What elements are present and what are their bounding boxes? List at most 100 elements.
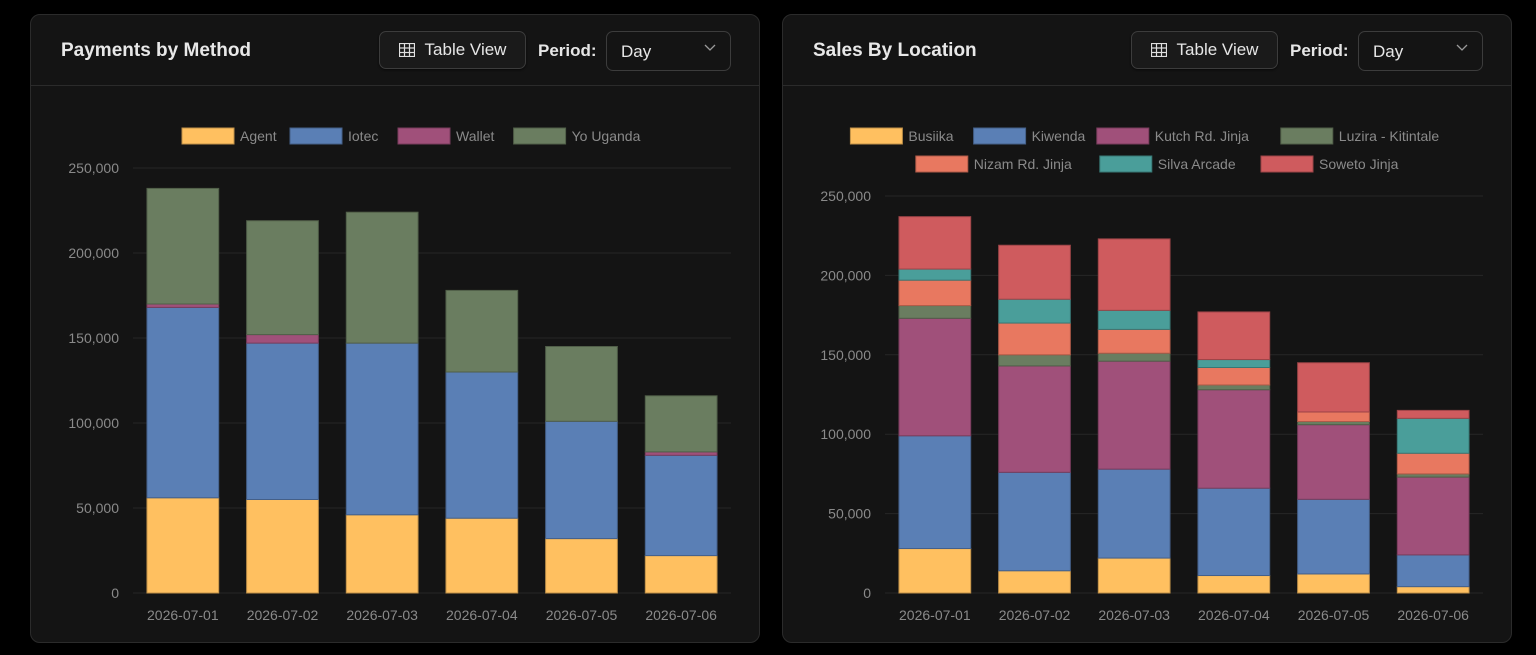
bar-segment[interactable] <box>445 289 519 373</box>
bar-segment[interactable] <box>1297 362 1370 413</box>
bar-segment[interactable] <box>1097 557 1171 594</box>
bar-segment[interactable] <box>1097 352 1171 362</box>
bar-segment[interactable] <box>1197 389 1271 489</box>
bar-segment[interactable] <box>246 342 319 500</box>
bar-segment[interactable] <box>246 334 319 344</box>
bar-segment[interactable] <box>1097 238 1171 311</box>
y-tick-label: 100,000 <box>820 426 871 442</box>
legend-swatch <box>397 127 451 145</box>
x-tick-label: 2026-07-02 <box>247 607 319 623</box>
bar-segment[interactable] <box>1197 384 1271 391</box>
bar-segment[interactable] <box>345 211 419 344</box>
table-view-button[interactable]: Table View <box>1131 31 1278 69</box>
payments-by-method-card: Payments by Method Table View Period: Da… <box>30 14 760 643</box>
bar-segment[interactable] <box>1097 468 1171 559</box>
bar-segment[interactable] <box>1097 309 1171 330</box>
legend-item[interactable]: Busiika <box>849 127 954 145</box>
bar-segment[interactable] <box>1396 409 1470 419</box>
x-tick-label: 2026-07-03 <box>346 607 418 623</box>
bar-segment[interactable] <box>898 305 972 319</box>
payments-by-method-chart: 0 50,000 100,000 150,000 200,000 250,000 2026-… <box>68 127 731 623</box>
bar-segment[interactable] <box>998 244 1071 300</box>
bar-segment[interactable] <box>545 346 618 422</box>
bar-segment[interactable] <box>1297 573 1370 594</box>
legend-item[interactable]: Kiwenda <box>973 127 1086 145</box>
table-view-label: Table View <box>1176 40 1259 59</box>
legend-item[interactable]: Kutch Rd. Jinja <box>1096 127 1249 145</box>
bar-segment[interactable] <box>246 499 319 594</box>
bar-segment[interactable] <box>644 451 718 456</box>
legend-swatch <box>1096 127 1150 145</box>
legend-item[interactable]: Silva Arcade <box>1099 155 1236 173</box>
bar-segment[interactable] <box>146 497 220 594</box>
legend-item[interactable]: Luzira - Kitintale <box>1280 127 1440 145</box>
bar-segment[interactable] <box>445 517 519 594</box>
bar-segment[interactable] <box>998 570 1071 594</box>
chevron-down-icon <box>1456 44 1468 51</box>
bar-segment[interactable] <box>1197 487 1271 577</box>
bar-segment[interactable] <box>644 395 718 453</box>
legend-label: Luzira - Kitintale <box>1339 128 1440 144</box>
bar-segment[interactable] <box>246 220 319 336</box>
bar-segment[interactable] <box>1097 328 1171 354</box>
legend-item[interactable]: Iotec <box>289 127 378 145</box>
legend-item[interactable]: Nizam Rd. Jinja <box>915 155 1072 173</box>
y-tick-label: 150,000 <box>820 347 871 363</box>
bar-segment[interactable] <box>898 435 972 550</box>
bar-segment[interactable] <box>1097 360 1171 470</box>
card-title: Payments by Method <box>61 40 252 61</box>
bar-segment[interactable] <box>345 342 419 516</box>
bar-segment[interactable] <box>998 365 1071 473</box>
y-tick-label: 200,000 <box>68 245 119 261</box>
bar-segment[interactable] <box>1197 367 1271 386</box>
bar-segment[interactable] <box>146 187 220 305</box>
legend-swatch <box>849 127 903 145</box>
bar-segment[interactable] <box>1297 411 1370 422</box>
bar-segment[interactable] <box>1197 575 1271 594</box>
legend-item[interactable]: Yo Uganda <box>513 127 641 145</box>
bar-segment[interactable] <box>1197 311 1271 361</box>
x-tick-label: 2026-07-04 <box>1198 607 1270 623</box>
bar-segment[interactable] <box>644 555 718 594</box>
sales-by-location-card: Sales By Location Table View Period: Day… <box>782 14 1512 643</box>
bar-segment[interactable] <box>998 298 1071 324</box>
bar-segment[interactable] <box>146 303 220 308</box>
bar-segment[interactable] <box>998 354 1071 367</box>
bar-segment[interactable] <box>644 454 718 557</box>
table-view-button[interactable]: Table View <box>379 31 526 69</box>
legend-item[interactable]: Wallet <box>397 127 494 145</box>
period-label: Period: <box>1290 41 1349 60</box>
y-tick-label: 50,000 <box>76 500 119 516</box>
bar-segment[interactable] <box>545 420 618 540</box>
bar-segment[interactable] <box>1396 554 1470 588</box>
legend-swatch <box>973 127 1027 145</box>
bar-segment[interactable] <box>998 322 1071 356</box>
x-tick-label: 2026-07-06 <box>1397 607 1469 623</box>
legend-item[interactable]: Soweto Jinja <box>1260 155 1399 173</box>
y-tick-label: 0 <box>863 585 871 601</box>
bar-segment[interactable] <box>345 514 419 594</box>
bar-segment[interactable] <box>898 216 972 270</box>
bar-segment[interactable] <box>998 471 1071 572</box>
bar-segment[interactable] <box>1197 359 1271 369</box>
period-select[interactable]: Day <box>1358 31 1483 71</box>
bar-segment[interactable] <box>898 548 972 594</box>
bar-segment[interactable] <box>146 306 220 499</box>
bar-segment[interactable] <box>898 317 972 437</box>
bar-segment[interactable] <box>898 279 972 307</box>
bar-segment[interactable] <box>1396 586 1470 594</box>
legend-item[interactable]: Agent <box>181 127 277 145</box>
bar-segment[interactable] <box>1396 417 1470 454</box>
bar-segment[interactable] <box>1396 452 1470 475</box>
bar-segment[interactable] <box>445 371 519 519</box>
y-tick-label: 50,000 <box>828 506 871 522</box>
bar-segment[interactable] <box>545 538 618 594</box>
bar-segment[interactable] <box>1297 424 1370 500</box>
bar-segment[interactable] <box>1396 476 1470 556</box>
sales-by-location-chart: 0 50,000 100,000 150,000 200,000 250,000 2026-… <box>820 127 1483 623</box>
bar-segment[interactable] <box>1297 498 1370 575</box>
bar-segment[interactable] <box>898 268 972 281</box>
period-select[interactable]: Day <box>606 31 731 71</box>
legend-label: Nizam Rd. Jinja <box>974 156 1072 172</box>
legend-label: Kutch Rd. Jinja <box>1155 128 1249 144</box>
